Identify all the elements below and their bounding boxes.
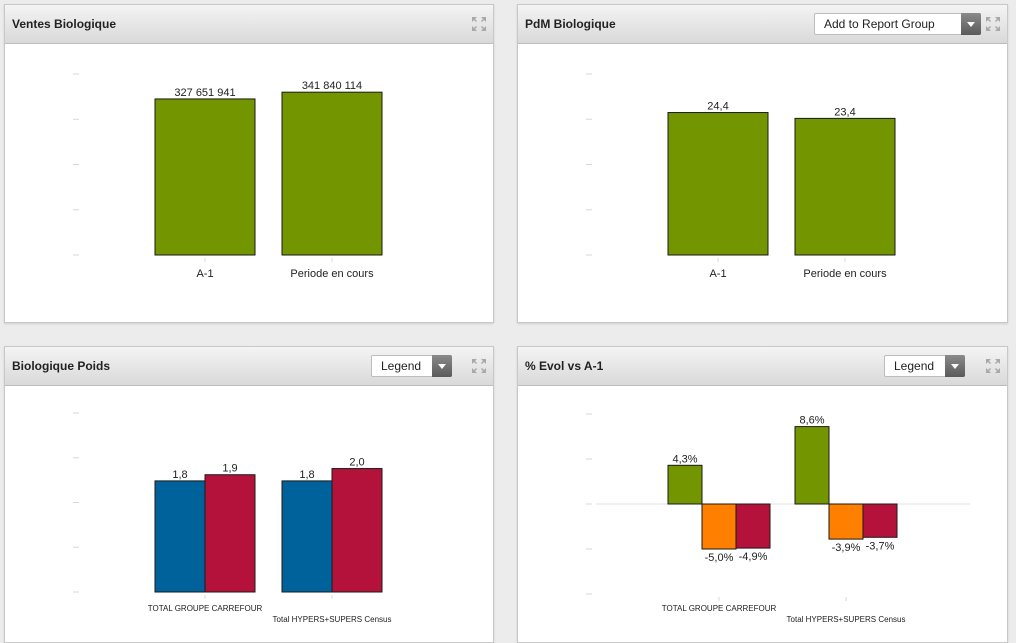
panel-title: Ventes Biologique (12, 17, 117, 31)
data-label: 24,4 (707, 101, 728, 113)
bar (667, 112, 769, 256)
panel-header: % Evol vs A-1 Legend (518, 347, 1007, 386)
data-label: 341 840 114 (302, 80, 362, 92)
category-label: Periode en cours (803, 268, 887, 280)
bar (154, 98, 256, 256)
dropdown-label: Legend (381, 359, 422, 373)
chevron-down-icon[interactable] (945, 355, 965, 377)
chevron-down-icon[interactable] (432, 355, 452, 377)
category-label: A-1 (709, 268, 726, 280)
bar (828, 503, 864, 540)
category-label: Periode en cours (290, 268, 374, 280)
legend-dropdown[interactable]: Legend (884, 355, 965, 377)
bar (862, 503, 898, 538)
bar (204, 474, 256, 593)
chart: 1,8 1,9 TOTAL GROUPE CARREFOUR 1,8 2,0 Total … (73, 412, 392, 624)
bar (735, 503, 771, 549)
panel-header: PdM Biologique Add to Report Group (518, 5, 1007, 44)
expand-icon[interactable] (986, 359, 1000, 373)
data-label: 1,8 (299, 469, 314, 481)
panel-header: Ventes Biologique (5, 5, 493, 44)
category-label: A-1 (196, 268, 213, 280)
expand-icon[interactable] (472, 359, 486, 373)
bar (794, 117, 896, 256)
panel-pdm-biologique: PdM Biologique Add to Report Group 24,4 A… (517, 4, 1008, 323)
data-label: 327 651 941 (174, 87, 235, 99)
data-label: -3,7% (866, 540, 895, 552)
legend-dropdown[interactable]: Legend (371, 355, 452, 377)
data-label: -4,9% (739, 551, 768, 563)
data-label: 23,4 (834, 106, 855, 118)
data-label: -3,9% (832, 542, 861, 554)
bar (154, 480, 206, 593)
panel-title: Biologique Poids (12, 359, 110, 373)
panel-ventes-biologique: Ventes Biologique 327 651 941 A-1 341 840 … (4, 4, 494, 323)
data-label: 2,0 (349, 457, 364, 469)
bar (794, 426, 830, 505)
chart: 327 651 941 A-1 341 840 114 Periode en cour… (73, 73, 383, 280)
data-label: 1,9 (222, 463, 237, 475)
bar (701, 503, 737, 550)
expand-icon[interactable] (472, 17, 486, 31)
bar (667, 464, 703, 505)
bar (281, 480, 333, 593)
data-label: 8,6% (799, 415, 824, 427)
add-to-report-group-dropdown[interactable]: Add to Report Group (814, 13, 981, 35)
panel-title: % Evol vs A-1 (525, 359, 604, 373)
panel-evol-vs-a1: % Evol vs A-1 Legend 4,3% -5,0% -4,9% TOTAL… (517, 346, 1008, 643)
category-label: TOTAL GROUPE CARREFOUR (662, 604, 777, 613)
data-label: 4,3% (672, 453, 697, 465)
chart: 4,3% -5,0% -4,9% TOTAL GROUPE CARREFOUR 8,6%… (586, 413, 970, 624)
bar (281, 91, 383, 256)
data-label: 1,8 (172, 469, 187, 481)
chevron-down-icon[interactable] (961, 13, 981, 35)
dropdown-label: Add to Report Group (824, 17, 935, 31)
dropdown-label: Legend (894, 359, 935, 373)
panel-title: PdM Biologique (525, 17, 616, 31)
category-label: TOTAL GROUPE CARREFOUR (148, 604, 263, 613)
category-label: Total HYPERS+SUPERS Census (273, 615, 392, 624)
category-label: Total HYPERS+SUPERS Census (787, 615, 906, 624)
panel-biologique-poids: Biologique Poids Legend 1,8 1,9 TOTAL GROU… (4, 346, 494, 643)
data-label: -5,0% (705, 552, 734, 564)
panel-header: Biologique Poids Legend (5, 347, 493, 386)
expand-icon[interactable] (986, 17, 1000, 31)
bar (331, 468, 383, 593)
chart: 24,4 A-1 23,4 Periode en cours (586, 73, 896, 280)
